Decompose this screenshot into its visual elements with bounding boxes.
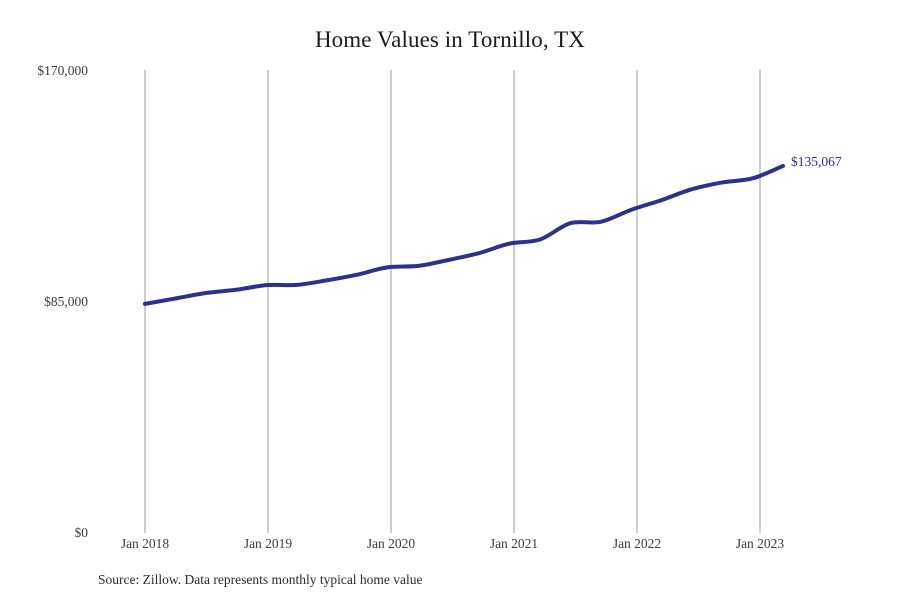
value-line <box>143 163 785 306</box>
y-axis-tick-mid: $85,000 <box>44 294 88 309</box>
gridlines <box>144 70 761 533</box>
x-axis-tick-jan-2018: Jan 2018 <box>120 536 170 551</box>
x-axis-tick-jan-2022: Jan 2022 <box>612 536 662 551</box>
x-axis-tick-jan-2019: Jan 2019 <box>243 536 293 551</box>
y-axis-tick-bottom: $0 <box>74 525 89 540</box>
x-axis-tick-jan-2021: Jan 2021 <box>489 536 539 551</box>
source-caption: Source: Zillow. Data represents monthly … <box>98 572 423 587</box>
end-value-annotation: $135,067 <box>791 154 842 169</box>
x-axis-tick-jan-2020: Jan 2020 <box>366 536 416 551</box>
x-axis-tick-jan-2023: Jan 2023 <box>735 536 785 551</box>
y-axis-tick-top: $170,000 <box>37 63 88 78</box>
chart-title: Home Values in Tornillo, TX <box>314 27 586 52</box>
